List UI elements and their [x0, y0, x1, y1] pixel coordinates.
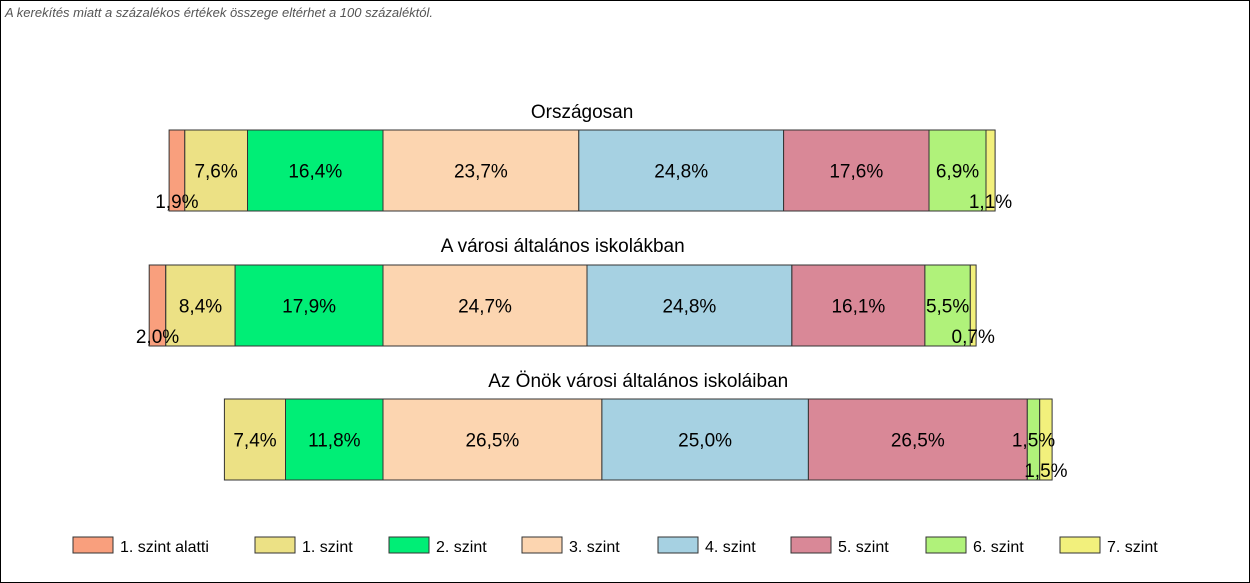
legend-label: 5. szint [838, 539, 889, 556]
data-label: 8,4% [179, 297, 222, 318]
legend-swatch [254, 536, 296, 554]
legend-swatch [790, 536, 832, 554]
data-label: 2,0% [136, 327, 179, 348]
data-label: 1,9% [155, 192, 198, 213]
bar-segment [382, 129, 580, 212]
data-label: 23,7% [454, 162, 508, 183]
data-label: 7,4% [233, 431, 276, 452]
bar-segment [223, 398, 286, 481]
data-label: 1,5% [1012, 431, 1055, 452]
data-label: 24,8% [654, 162, 708, 183]
data-label: 26,5% [465, 431, 519, 452]
legend-label: 6. szint [973, 539, 1024, 556]
data-label: 17,9% [282, 297, 336, 318]
bar-segment [924, 264, 971, 347]
data-label: 0,7% [952, 327, 995, 348]
data-label: 6,9% [936, 162, 979, 183]
legend-label: 7. szint [1107, 539, 1158, 556]
legend-label: 1. szint [302, 539, 353, 556]
data-label: 24,8% [662, 297, 716, 318]
bar-segment [928, 129, 987, 212]
legend-swatch [521, 536, 563, 554]
legend-label: 4. szint [705, 539, 756, 556]
legend-swatch [388, 536, 430, 554]
data-label: 1,1% [969, 192, 1012, 213]
data-label: 24,7% [458, 297, 512, 318]
bar-segment [382, 264, 588, 347]
bar-segment [783, 129, 930, 212]
legend-label: 3. szint [569, 539, 620, 556]
bar-segment [807, 398, 1028, 481]
bar-segment [985, 129, 996, 212]
data-label: 7,6% [194, 162, 237, 183]
legend-swatch [657, 536, 699, 554]
bar-segment [234, 264, 384, 347]
legend-swatch [72, 536, 114, 554]
legend-swatch [925, 536, 967, 554]
bar-segment [184, 129, 249, 212]
group-title: Az Önök városi általános iskoláiban [488, 371, 788, 392]
data-label: 5,5% [926, 297, 969, 318]
data-label: 16,4% [288, 162, 342, 183]
data-label: 1,5% [1024, 461, 1067, 482]
data-label: 25,0% [678, 431, 732, 452]
group-title: Országosan [531, 102, 633, 123]
bar-segment [1039, 398, 1053, 481]
bar-segment [285, 398, 384, 481]
data-label: 17,6% [829, 162, 883, 183]
legend-label: 2. szint [436, 539, 487, 556]
data-label: 16,1% [831, 297, 885, 318]
bar-segment [969, 264, 977, 347]
rounding-note: A kerekítés miatt a százalékos értékek ö… [5, 5, 434, 20]
data-label: 11,8% [308, 431, 361, 452]
data-label: 26,5% [891, 431, 945, 452]
group-title: A városi általános iskolákban [441, 236, 685, 257]
legend-label: 1. szint alatti [120, 539, 209, 556]
bar-segment [578, 129, 785, 212]
bar-segment [382, 398, 603, 481]
bar-segment [601, 398, 809, 481]
legend-swatch [1059, 536, 1101, 554]
bar-segment [586, 264, 793, 347]
